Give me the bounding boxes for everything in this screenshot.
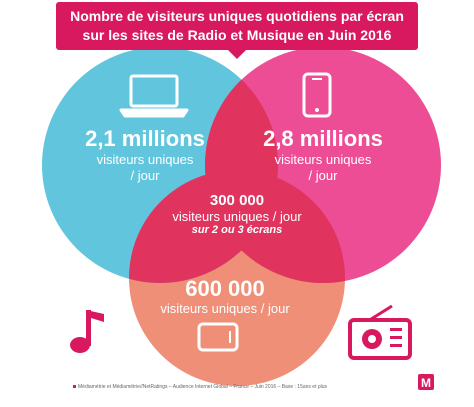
music-note-icon [70,310,104,353]
computer-value: 2,1 millions [85,126,205,151]
computer-per-day: / jour [130,168,160,183]
tablet-icon [197,322,239,352]
svg-text:M: M [421,376,431,390]
tablet-value: 600 000 [185,276,265,301]
computer-label: visiteurs uniques [96,152,194,167]
laptop-icon [119,74,189,118]
radio-icon [348,304,412,360]
mobile-per-day: / jour [308,168,338,183]
title-line-1: Nombre de visiteurs uniques quotidiens p… [70,8,404,24]
tablet-label: visiteurs uniques / jour [160,301,290,316]
source-footnote: Médiamétrie et Médiamétrie//NetRatings –… [78,384,328,390]
mobile-value: 2,8 millions [263,126,383,151]
mobile-label: visiteurs uniques [274,152,372,167]
footnote-bullet [73,385,76,388]
smartphone-icon [302,72,332,118]
title-line-2: sur les sites de Radio et Musique en Jui… [82,27,392,43]
logo-m: M [418,374,434,390]
overlap-note: sur 2 ou 3 écrans [191,224,283,236]
overlap-label: visiteurs uniques / jour [172,209,302,224]
overlap-value: 300 000 [209,192,265,209]
title-banner [56,2,418,50]
title-banner-pointer [228,50,246,59]
